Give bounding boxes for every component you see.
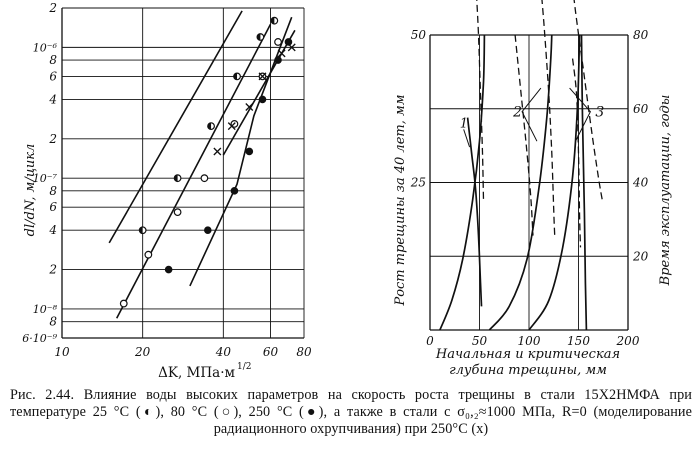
left-y-tick-label: 8 xyxy=(49,315,57,329)
left-series-2-point xyxy=(200,174,209,183)
left-y-tick-label: 10⁻⁸ xyxy=(33,303,58,316)
right-annotation-3-leader xyxy=(569,87,591,142)
right-curve-2-dashed xyxy=(541,0,556,236)
left-series-3-point xyxy=(164,265,173,274)
left-y-tick-label: 6 xyxy=(49,69,57,83)
left-x-axis-label: ΔK, МПа·м xyxy=(158,365,235,381)
right-curve-3-dashed xyxy=(571,58,582,248)
left-x-tick-label: 20 xyxy=(134,345,151,359)
right-curve-1-dashed xyxy=(476,0,485,201)
point-half-fill xyxy=(207,122,212,130)
left-y-axis-label: dl/dN, м/цикл xyxy=(23,144,38,237)
left-series-1-point xyxy=(173,174,182,183)
right-left-y-label-group: Рост трещины за 40 лет, мм xyxy=(393,94,408,306)
left-series-2-line xyxy=(115,23,272,319)
right-plot: 0 50 100 150 200 25 50 20 40 60 80 Начальная и крит… xyxy=(393,0,673,378)
right-right-y-tick-label: 60 xyxy=(633,102,649,116)
left-series-3-point xyxy=(230,187,239,195)
right-curve-3-solid xyxy=(580,34,588,331)
right-left-y-axis-label: Рост трещины за 40 лет, мм xyxy=(393,94,408,306)
left-series-4-point xyxy=(258,72,267,81)
left-y-tick-label: 2 xyxy=(48,263,57,277)
right-curve-1-solid xyxy=(439,34,486,331)
left-series-3-line xyxy=(189,16,293,287)
left-series-2-point xyxy=(144,250,153,259)
right-annotation-2: 2 xyxy=(512,105,522,121)
right-x-axis-label-line1: Начальная и критическая xyxy=(435,347,620,362)
left-y-tick-label: 4 xyxy=(48,92,57,106)
left-series-1-point xyxy=(207,122,215,131)
right-annotation-2-leader xyxy=(521,87,542,142)
right-right-y-tick-label: 20 xyxy=(632,249,649,263)
right-x-tick-label: 100 xyxy=(518,334,541,348)
left-series-2-point xyxy=(119,299,128,308)
left-series-1-point xyxy=(256,33,265,41)
right-curve-3-dashed xyxy=(573,0,603,201)
right-x-axis-label-line2: глубина трещины, мм xyxy=(449,363,607,378)
right-curve-3-solid xyxy=(528,34,581,331)
left-y-tick-label: 6 xyxy=(49,200,57,214)
right-left-y-tick-label: 25 xyxy=(410,176,426,190)
figure-canvas: 10 20 40 60 80210⁻⁶864210⁻⁷864210⁻⁸86·10⁻⁹ΔK… xyxy=(22,0,673,381)
left-x-axis-label-exponent: 1/2 xyxy=(237,362,251,372)
left-x-tick-label: 10 xyxy=(54,345,70,359)
figure-caption: Рис. 2.44. Влияние воды высоких параметр… xyxy=(10,387,692,438)
left-series-1-line xyxy=(108,10,243,244)
right-curve-1-solid xyxy=(466,117,483,307)
left-x-tick-label: 80 xyxy=(296,345,312,359)
left-y-tick-label: 6·10⁻⁹ xyxy=(22,332,57,345)
left-x-tick-label: 40 xyxy=(215,345,232,359)
point-half-fill xyxy=(233,73,238,80)
left-series-3-point xyxy=(245,147,254,156)
right-right-y-tick-label: 80 xyxy=(633,28,649,42)
left-y-tick-label: 4 xyxy=(48,223,57,237)
left-series-2-point xyxy=(173,208,182,217)
left-y-tick-label: 10⁻⁶ xyxy=(33,41,58,54)
left-series-4-point xyxy=(213,147,222,156)
left-y-axis-label-group: dl/dN, м/цикл xyxy=(23,144,38,237)
right-right-y-tick-label: 40 xyxy=(632,176,649,190)
left-series-1-point xyxy=(270,16,279,25)
right-annotation-1: 1 xyxy=(460,117,468,132)
left-y-tick-label: 2 xyxy=(48,1,57,15)
right-x-tick-label: 0 xyxy=(426,334,434,348)
left-series-4-point xyxy=(227,122,236,131)
caption-text: Рис. 2.44. Влияние воды высоких параметр… xyxy=(10,387,692,437)
left-y-tick-label: 8 xyxy=(49,53,57,67)
right-left-y-tick-label: 50 xyxy=(411,28,427,42)
left-series-3-point xyxy=(258,95,267,104)
left-series-3-point xyxy=(203,226,212,235)
right-curve-2-dashed xyxy=(514,34,534,236)
right-annotation-3: 3 xyxy=(595,105,604,121)
right-x-tick-label: 200 xyxy=(616,334,640,348)
right-right-y-axis-label: Время эксплуатации, годы xyxy=(658,95,673,287)
point-half-fill xyxy=(257,33,261,41)
right-right-y-label-group: Время эксплуатации, годы xyxy=(658,95,673,287)
left-plot: 10 20 40 60 80210⁻⁶864210⁻⁷864210⁻⁸86·10⁻⁹ΔK… xyxy=(22,1,312,381)
left-y-tick-label: 10⁻⁷ xyxy=(33,172,58,185)
left-series-3-point xyxy=(284,38,293,46)
point-half-fill xyxy=(271,17,275,24)
point-half-fill xyxy=(139,226,143,234)
left-y-tick-label: 8 xyxy=(49,184,57,198)
left-series-1-point xyxy=(138,226,147,235)
left-series-4-point xyxy=(287,43,296,52)
right-curve-2-solid xyxy=(488,34,553,331)
point-half-fill xyxy=(174,174,178,182)
left-series-3-point xyxy=(274,56,282,64)
left-x-tick-label: 60 xyxy=(263,345,279,359)
right-annotation-1-leader xyxy=(463,129,471,148)
left-series-4-point xyxy=(277,49,286,58)
right-x-tick-label: 50 xyxy=(472,334,488,348)
left-series-2-point xyxy=(274,38,282,46)
left-series-4-point xyxy=(245,103,254,111)
left-series-1-point xyxy=(233,72,241,81)
left-y-tick-label: 2 xyxy=(48,132,57,146)
right-x-tick-label: 150 xyxy=(567,334,590,348)
